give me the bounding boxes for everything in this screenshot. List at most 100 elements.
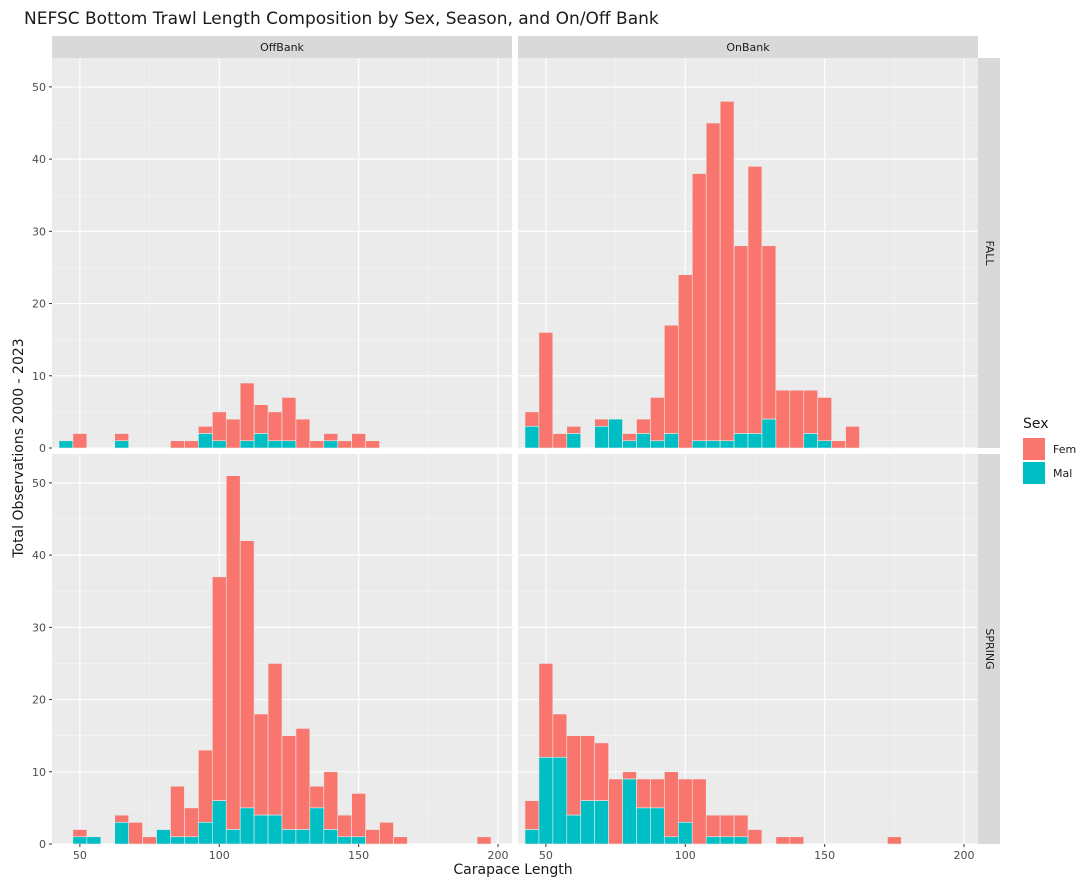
bar-mal [524,829,540,845]
bar-fem [664,324,679,434]
bar-fem [365,829,380,845]
bar-fem [678,274,693,449]
bar-fem [887,836,902,845]
bar-fem [733,814,749,838]
bar-fem [351,433,366,449]
bar-mal [650,440,665,449]
bar-fem [691,778,707,845]
bar-mal [239,807,255,845]
bar-mal [281,829,297,845]
bar-mal [803,433,818,449]
bar-mal [580,800,595,845]
bar-mal [636,807,651,845]
x-tick-label: 200 [954,849,975,862]
bar-mal [114,822,129,845]
bar-mal [323,440,339,449]
bar-mal [253,814,269,845]
bar-mal [622,778,637,845]
bar-mal [636,433,651,449]
x-tick-label: 150 [814,849,835,862]
x-axis-title: Carapace Length [453,862,572,878]
bar-mal [156,829,171,845]
bar-fem [170,440,185,449]
bar-fem [253,404,269,434]
bar-fem [379,822,394,845]
bar-fem [538,332,554,449]
bar-mal [351,836,366,845]
bar-mal [566,433,582,449]
bar-mal [58,440,74,449]
bar-fem [365,440,380,449]
bar-mal [225,829,241,845]
bar-fem [538,663,554,758]
bar-fem [566,426,582,434]
bar-fem [552,433,568,449]
bar-fem [267,411,283,442]
bar-mal [267,440,283,449]
bar-fem [198,426,213,434]
bar-mal [212,440,227,449]
bar-fem [789,836,805,845]
bar-mal [323,829,339,845]
y-tick-label: 10 [32,766,46,779]
legend-label: Fem [1053,443,1076,456]
bar-mal [198,822,213,845]
y-tick-label: 50 [32,477,46,490]
bar-fem [691,173,707,442]
bar-fem [281,735,297,830]
bar-mal [705,440,721,449]
bar-fem [267,663,283,816]
bar-fem [803,389,818,434]
bar-fem [114,814,129,823]
bar-mal [761,418,777,449]
bar-mal [72,836,88,845]
x-tick-label: 150 [348,849,369,862]
legend-title: Sex [1023,416,1049,432]
bar-mal [198,433,213,449]
chart-title: NEFSC Bottom Trawl Length Composition by… [24,9,659,29]
bar-mal [594,426,609,449]
facet-strip-label: OffBank [260,41,304,54]
bar-mal [253,433,269,449]
bar-mal [664,836,679,845]
panel-offbank-spring: 0 10 20 30 40 50 50 100 150 200 [32,454,512,862]
bar-mal [747,433,763,449]
bar-fem [650,397,665,442]
bar-fem [622,433,637,442]
bar-fem [594,418,609,427]
bar-mal [622,440,637,449]
bar-fem [524,411,540,427]
bar-mal [538,757,554,845]
bar-fem [337,814,352,838]
bar-fem [184,807,199,838]
bar-fem [636,418,651,434]
bar-mal [733,433,749,449]
facet-strip-label: SPRING [983,628,996,669]
bar-mal [691,440,707,449]
y-tick-label: 50 [32,81,46,94]
bar-fem [337,440,352,449]
bar-fem [170,785,185,838]
facet-strip-offbank [52,36,512,58]
facet-strip-spring [978,454,1000,844]
bar-fem [239,382,255,442]
bar-mal [705,836,721,845]
facet-strip-fall [978,58,1000,448]
bar-fem [309,785,325,809]
y-tick-label: 10 [32,370,46,383]
y-tick-label: 30 [32,225,46,238]
bar-mal [267,814,283,845]
y-axis-title: Total Observations 2000 - 2023 [11,338,27,558]
bar-mal [524,426,540,449]
bar-fem [114,433,129,442]
x-tick-label: 100 [675,849,696,862]
bar-fem [253,713,269,816]
bar-fem [351,793,366,838]
bar-fem [309,440,325,449]
panel-background [52,58,512,448]
bar-fem [636,778,651,809]
y-tick-label: 20 [32,694,46,707]
bar-mal [664,433,679,449]
bar-mal [608,418,623,449]
bar-fem [664,771,679,838]
